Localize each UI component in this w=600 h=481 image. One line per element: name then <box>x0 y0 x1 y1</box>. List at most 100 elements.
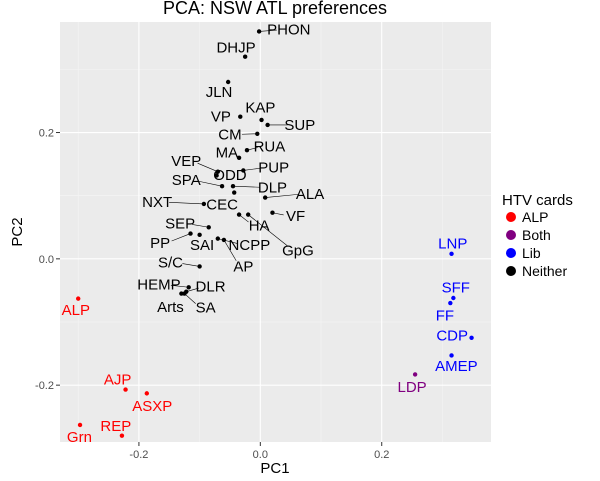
data-point <box>262 195 268 200</box>
data-point <box>236 212 242 217</box>
point-label: PUP <box>258 159 289 176</box>
point-label: DHJP <box>216 39 255 56</box>
data-point <box>206 225 211 230</box>
point-label: VP <box>211 109 231 126</box>
chart-title: PCA: NSW ATL preferences <box>163 0 387 18</box>
point-label: PHON <box>267 22 310 39</box>
data-point <box>188 231 193 236</box>
leader-line <box>232 185 261 188</box>
point-label: HEMP <box>137 277 180 294</box>
x-tick-label: -0.2 <box>129 449 148 461</box>
point-label: Grn <box>67 429 92 446</box>
data-point <box>119 433 125 438</box>
point-label: ALA <box>296 186 324 203</box>
data-point <box>219 184 225 189</box>
data-point <box>451 295 456 301</box>
data-point <box>197 264 202 269</box>
data-point <box>230 184 236 189</box>
point-label: SPA <box>172 172 201 189</box>
data-point <box>270 210 275 215</box>
data-point <box>255 131 260 136</box>
data-point <box>449 353 454 358</box>
point-label: GpG <box>282 243 314 260</box>
leader-line <box>198 180 223 187</box>
point-label: MA <box>216 145 239 162</box>
leader-line <box>170 285 189 288</box>
y-tick-label: 0.2 <box>39 128 54 140</box>
point-label: SA <box>196 299 216 316</box>
point-label: AMEP <box>435 358 478 375</box>
point-label: CM <box>218 126 241 143</box>
point-label: JLN <box>206 84 233 101</box>
data-point <box>144 391 150 396</box>
data-point <box>182 291 187 296</box>
leader-line <box>182 263 200 267</box>
point-label: VEP <box>171 153 201 170</box>
data-point <box>238 114 243 119</box>
point-label: DLP <box>258 179 287 196</box>
x-axis-ticks: -0.2 0.0 0.2 <box>129 442 389 461</box>
x-tick-label: 0.0 <box>253 449 268 461</box>
leader-line <box>265 194 299 198</box>
y-tick-label: -0.2 <box>35 380 54 392</box>
point-labels: PHON DHJP JLN KAP VP SUP CM RUA MA PUP VEP ODD SPA DL… <box>62 22 478 446</box>
point-label: LDP <box>397 379 426 396</box>
data-point <box>225 79 231 85</box>
data-point <box>265 122 270 128</box>
data-point <box>179 291 184 296</box>
point-label: ALP <box>62 302 90 319</box>
point-label: FF <box>436 308 454 325</box>
plot-panel <box>60 22 491 442</box>
leader-line <box>223 239 237 261</box>
point-label: REP <box>100 418 131 435</box>
legend-key <box>506 212 516 222</box>
legend-key <box>506 248 516 258</box>
legend: HTV cards ALP Both Lib Neither <box>502 192 573 279</box>
data-point <box>197 232 202 238</box>
data-point <box>244 148 250 153</box>
y-tick-label: 0.0 <box>39 254 54 266</box>
data-point <box>259 117 264 123</box>
point-label: S/C <box>158 255 183 272</box>
leader-line <box>184 293 196 304</box>
data-point <box>469 335 474 340</box>
data-point <box>201 201 207 207</box>
leader-line <box>171 233 191 242</box>
leader-line <box>197 162 218 172</box>
point-label: AJP <box>104 371 132 388</box>
legend-label: Neither <box>522 263 567 279</box>
label-leader-lines <box>169 29 299 304</box>
data-point <box>449 251 454 256</box>
data-point <box>221 237 227 243</box>
data-point <box>215 169 221 174</box>
point-label: SAI <box>190 237 214 254</box>
data-point <box>256 29 262 34</box>
data-point <box>232 190 237 195</box>
point-label: LNP <box>438 236 467 253</box>
minor-gridlines <box>60 22 491 442</box>
data-point <box>245 212 251 217</box>
point-label: SFF <box>442 279 470 296</box>
data-point <box>77 422 83 428</box>
data-point <box>241 168 246 173</box>
x-tick-label: 0.2 <box>374 449 389 461</box>
point-label: SEP <box>165 215 195 232</box>
point-label: AP <box>233 258 253 275</box>
point-label: ODD <box>213 167 247 184</box>
point-label: RUA <box>254 138 286 155</box>
data-point <box>242 54 248 59</box>
leader-line <box>243 167 262 171</box>
leader-line <box>217 238 238 244</box>
data-point <box>186 285 191 290</box>
legend-title: HTV cards <box>502 192 573 209</box>
point-label: ASXP <box>132 398 172 415</box>
point-label: Arts <box>157 299 184 316</box>
x-axis-title: PC1 <box>260 460 289 477</box>
leader-line <box>247 214 289 247</box>
legend-key <box>506 230 516 240</box>
point-label: CEC <box>206 197 238 214</box>
data-point <box>236 155 242 160</box>
data-point <box>214 173 219 178</box>
point-label: NXT <box>142 194 172 211</box>
